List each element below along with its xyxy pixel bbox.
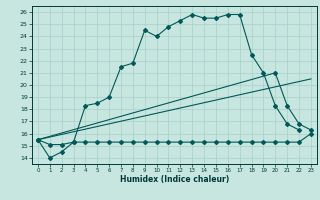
X-axis label: Humidex (Indice chaleur): Humidex (Indice chaleur) <box>120 175 229 184</box>
